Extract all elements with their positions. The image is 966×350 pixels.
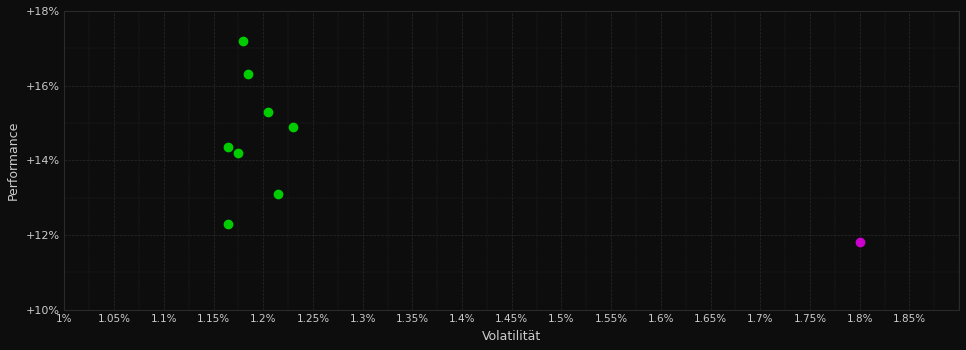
Point <box>236 38 251 44</box>
Y-axis label: Performance: Performance <box>7 121 20 200</box>
Point <box>261 109 276 114</box>
Point <box>221 145 237 150</box>
Point <box>852 240 867 245</box>
Point <box>270 191 286 197</box>
X-axis label: Volatilität: Volatilität <box>482 330 541 343</box>
Point <box>231 150 246 156</box>
Point <box>241 72 256 77</box>
Point <box>285 124 300 130</box>
Point <box>221 221 237 226</box>
